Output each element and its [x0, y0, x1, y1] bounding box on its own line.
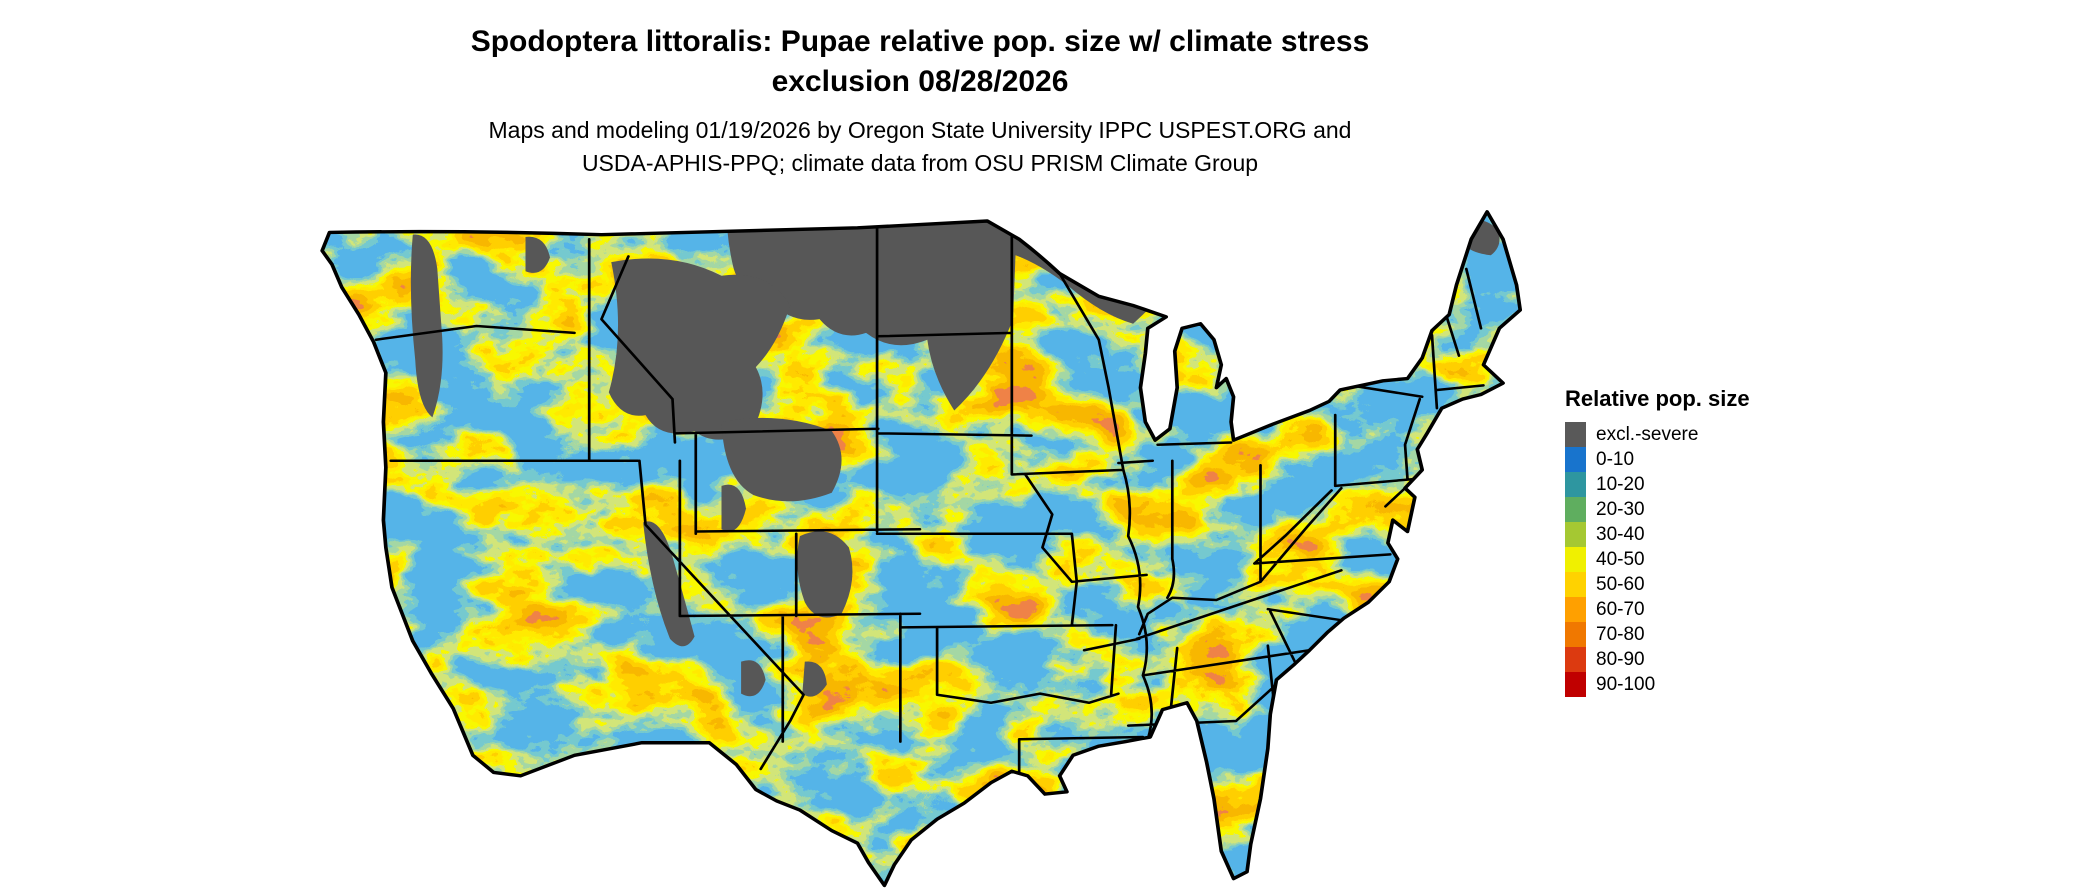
legend-item: 80-90: [1565, 647, 1750, 672]
legend-swatch: [1565, 522, 1586, 547]
legend-label: 20-30: [1596, 499, 1645, 520]
legend-label: 40-50: [1596, 549, 1645, 570]
legend-swatch: [1565, 447, 1586, 472]
legend-swatch: [1565, 422, 1586, 447]
legend-item: 10-20: [1565, 472, 1750, 497]
map-subtitle: Maps and modeling 01/19/2026 by Oregon S…: [300, 114, 1540, 180]
legend-swatch: [1565, 572, 1586, 597]
us-outline: [320, 210, 1523, 888]
map-subtitle-line1: Maps and modeling 01/19/2026 by Oregon S…: [488, 117, 1352, 143]
legend-item: 40-50: [1565, 547, 1750, 572]
legend-item: 30-40: [1565, 522, 1750, 547]
legend-item: 20-30: [1565, 497, 1750, 522]
legend-item: 50-60: [1565, 572, 1750, 597]
state-borders: [374, 224, 1485, 789]
legend-swatch: [1565, 547, 1586, 572]
legend-label: 70-80: [1596, 624, 1645, 645]
legend-label: 80-90: [1596, 649, 1645, 670]
map-subtitle-line2: USDA-APHIS-PPQ; climate data from OSU PR…: [581, 150, 1259, 176]
legend-label: 60-70: [1596, 599, 1645, 620]
legend-label: 30-40: [1596, 524, 1645, 545]
legend-swatch: [1565, 597, 1586, 622]
legend-swatch: [1565, 472, 1586, 497]
legend-label: 10-20: [1596, 474, 1645, 495]
legend-label: 50-60: [1596, 574, 1645, 595]
legend-item: excl.-severe: [1565, 422, 1750, 447]
legend-swatch: [1565, 622, 1586, 647]
legend-item: 90-100: [1565, 672, 1750, 697]
header: Spodoptera littoralis: Pupae relative po…: [300, 22, 1540, 180]
legend-swatch: [1565, 497, 1586, 522]
us-map-svg: [320, 210, 1523, 888]
us-map: [305, 205, 1530, 890]
legend-swatch: [1565, 647, 1586, 672]
legend-label: 0-10: [1596, 449, 1635, 470]
legend-swatch: [1565, 672, 1586, 697]
map-title-line1: Spodoptera littoralis: Pupae relative po…: [470, 25, 1370, 58]
legend: Relative pop. size excl.-severe 0-10 10-…: [1565, 386, 1750, 697]
legend-item: 70-80: [1565, 622, 1750, 647]
legend-item: 0-10: [1565, 447, 1750, 472]
legend-item: 60-70: [1565, 597, 1750, 622]
map-title-line2: exclusion 08/28/2026: [771, 65, 1069, 98]
legend-label: excl.-severe: [1596, 424, 1699, 445]
legend-title: Relative pop. size: [1565, 386, 1750, 411]
legend-label: 90-100: [1596, 674, 1656, 695]
